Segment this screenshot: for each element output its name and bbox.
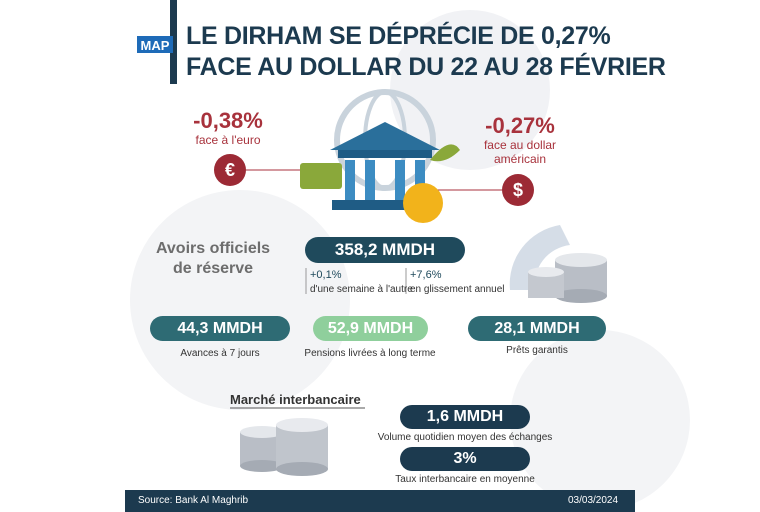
- interbank-label: Taux interbancaire en moyenne: [395, 474, 535, 485]
- weekly-label: d'une semaine à l'autre: [310, 284, 413, 295]
- euro-symbol: €: [225, 160, 235, 180]
- banknote: [300, 163, 342, 189]
- reserves-label: de réserve: [172, 260, 254, 277]
- date: 03/03/2024: [568, 495, 619, 506]
- annual-change: +7,6%: [410, 269, 442, 281]
- coin-stack: [240, 418, 328, 476]
- bg-circle: [510, 330, 690, 510]
- weekly-change: +0,1%: [310, 269, 342, 281]
- source: Source: Bank Al Maghrib: [138, 495, 249, 506]
- operation-label: Prêts garantis: [506, 345, 568, 356]
- interbank-value: 3%: [400, 447, 530, 471]
- operation-value: 44,3 MMDH: [150, 316, 290, 341]
- operation-label: Avances à 7 jours: [180, 348, 260, 359]
- reserves-value: 358,2 MMDH: [305, 237, 465, 263]
- leaf: [430, 144, 460, 162]
- logo-box: [137, 36, 173, 53]
- operation-value: 52,9 MMDH: [313, 316, 428, 341]
- bank-column: [395, 160, 405, 200]
- dollar-label: face au dollar: [483, 138, 557, 152]
- bg-circle: [130, 190, 350, 410]
- bank-beam: [338, 150, 432, 158]
- reserves-label: Avoirs officiels: [155, 240, 271, 257]
- bank-column: [345, 160, 355, 200]
- bank-column: [415, 160, 425, 200]
- interbank-label: Volume quotidien moyen des échanges: [377, 432, 553, 443]
- logo: MAP: [140, 38, 170, 53]
- euro-icon: [214, 154, 246, 186]
- coin-stack: [528, 253, 607, 303]
- bank-roof: [330, 122, 440, 150]
- euro-change: -0,38%: [193, 108, 263, 133]
- bank-column: [365, 160, 375, 200]
- operation-value: 28,1 MMDH: [468, 316, 606, 341]
- annual-label: en glissement annuel: [410, 284, 505, 295]
- dollar-label: américain: [493, 152, 547, 166]
- interbank-value: 1,6 MMDH: [400, 405, 530, 429]
- dollar-symbol: $: [513, 180, 523, 200]
- title: LE DIRHAM SE DÉPRÉCIE DE 0,27%: [186, 22, 611, 50]
- coin: [403, 183, 443, 223]
- dollar-icon: [502, 174, 534, 206]
- footer-bar: [125, 490, 635, 512]
- interbank-title: Marché interbancaire: [230, 392, 361, 407]
- operation-label: Pensions livrées à long terme: [304, 348, 436, 359]
- bank-base: [332, 200, 438, 210]
- euro-label: face à l'euro: [195, 133, 261, 147]
- gauge: [509, 225, 570, 290]
- title: FACE AU DOLLAR DU 22 AU 28 FÉVRIER: [186, 53, 666, 81]
- accent-bar: [170, 0, 177, 84]
- dollar-change: -0,27%: [485, 113, 555, 138]
